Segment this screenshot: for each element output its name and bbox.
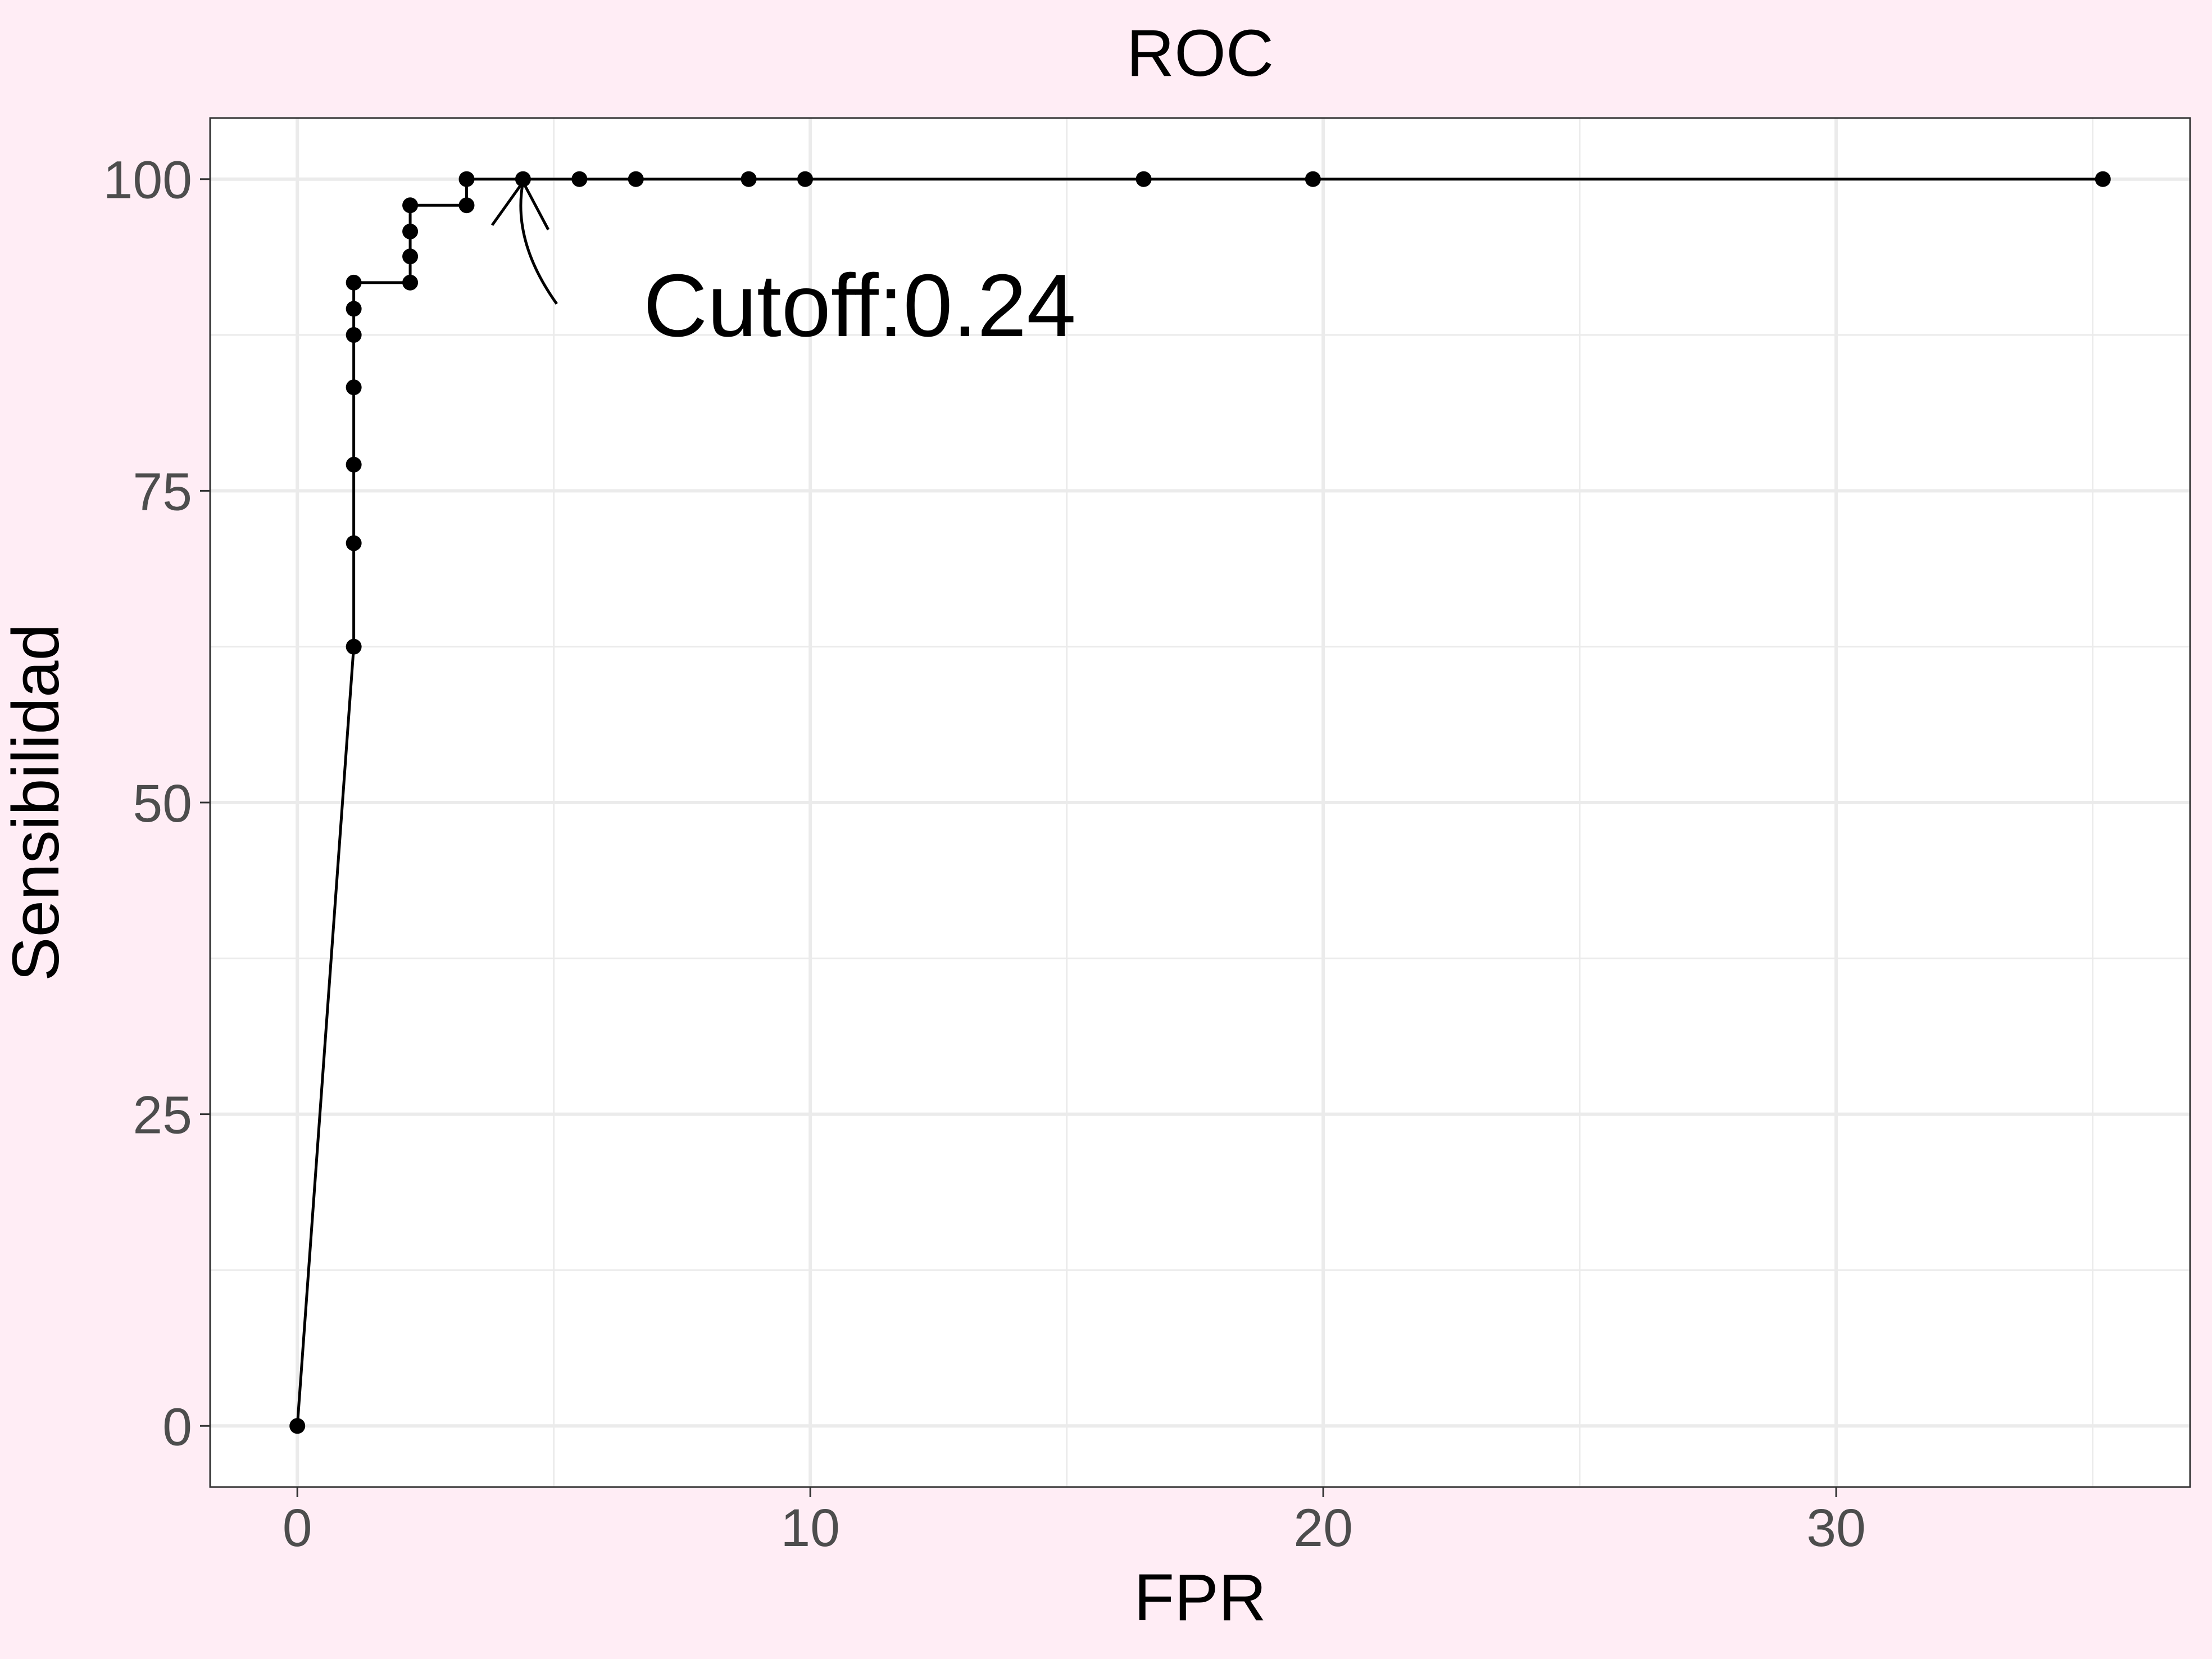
roc-point bbox=[1135, 171, 1152, 187]
roc-point bbox=[346, 535, 362, 551]
roc-point bbox=[571, 171, 588, 187]
y-tick-label: 100 bbox=[103, 151, 192, 210]
y-tick-label: 75 bbox=[133, 462, 192, 522]
x-axis-label: FPR bbox=[1134, 1561, 1266, 1635]
roc-point bbox=[289, 1418, 306, 1434]
y-axis-label: Sensibilidad bbox=[0, 624, 73, 981]
roc-line bbox=[296, 178, 2103, 1426]
roc-point bbox=[402, 223, 419, 239]
cutoff-annotation: Cutoff:0.24 bbox=[490, 179, 1076, 355]
roc-point bbox=[402, 197, 419, 214]
roc-point bbox=[346, 274, 362, 291]
roc-curve bbox=[289, 171, 2111, 1434]
axis-ticks: 0 10 20 30 0 25 50 75 100 bbox=[103, 151, 1865, 1558]
cutoff-arrow-shaft bbox=[519, 182, 558, 305]
roc-point bbox=[741, 171, 757, 187]
x-tick-label: 0 bbox=[283, 1498, 312, 1558]
roc-point bbox=[458, 197, 475, 214]
y-tick-label: 25 bbox=[133, 1086, 192, 1145]
roc-point bbox=[346, 638, 362, 655]
roc-point bbox=[346, 456, 362, 473]
roc-point bbox=[346, 327, 362, 343]
roc-point bbox=[2095, 171, 2111, 187]
cutoff-arrow-head bbox=[490, 179, 550, 230]
x-tick-label: 20 bbox=[1293, 1498, 1353, 1558]
roc-point bbox=[458, 171, 475, 187]
roc-point bbox=[628, 171, 644, 187]
roc-point bbox=[1305, 171, 1321, 187]
roc-point bbox=[402, 248, 419, 265]
roc-point bbox=[346, 379, 362, 396]
y-tick-label: 0 bbox=[162, 1397, 192, 1457]
x-tick-label: 10 bbox=[780, 1498, 840, 1558]
chart-title: ROC bbox=[1127, 16, 1274, 90]
cutoff-label: Cutoff:0.24 bbox=[643, 256, 1076, 355]
roc-point bbox=[402, 274, 419, 291]
roc-point bbox=[346, 301, 362, 317]
roc-point bbox=[515, 171, 531, 187]
x-tick-label: 30 bbox=[1806, 1498, 1866, 1558]
y-tick-label: 50 bbox=[133, 774, 192, 833]
roc-point bbox=[797, 171, 814, 187]
